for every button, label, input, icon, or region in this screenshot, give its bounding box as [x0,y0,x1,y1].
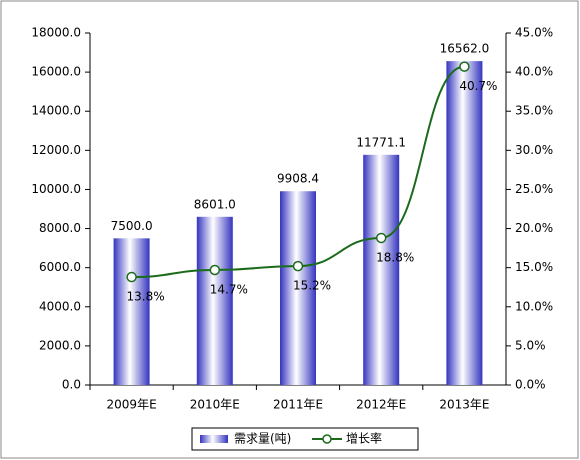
y-tick-label: 14000.0 [31,104,81,118]
line-marker [292,260,304,272]
legend-label: 需求量(吨) [234,432,291,446]
y-tick-label: 12000.0 [31,143,81,157]
line-marker [209,264,221,276]
bar-value-label: 7500.0 [111,219,153,233]
bar [196,216,233,385]
x-tick-label: 2011年E [273,398,323,412]
x-tick-label: 2013年E [439,398,489,412]
y-tick-label: 18000.0 [31,26,81,40]
legend-label: 增长率 [346,431,382,446]
bar-value-label: 16562.0 [440,42,490,56]
y2-tick-label: 40.0% [515,65,553,79]
y2-tick-label: 15.0% [515,260,553,274]
y2-tick-label: 20.0% [515,221,553,235]
y2-tick-label: 0.0% [515,378,546,392]
y-tick-label: 8000.0 [39,221,81,235]
line-value-label: 15.2% [293,279,331,293]
x-tick-label: 2010年E [190,398,240,412]
y-tick-label: 2000.0 [39,338,81,352]
bar-value-label: 11771.1 [356,135,406,149]
line-value-label: 13.8% [127,290,165,304]
y2-tick-label: 25.0% [515,182,553,196]
y2-tick-label: 5.0% [515,338,546,352]
y-tick-label: 0.0 [62,378,81,392]
legend-swatch [200,435,228,443]
x-tick-label: 2012年E [356,398,406,412]
bar [280,191,316,385]
bar-value-label: 8601.0 [194,197,236,211]
bar [446,61,483,386]
y-tick-label: 6000.0 [39,260,81,274]
line-value-label: 14.7% [210,283,248,297]
x-tick-label: 2009年E [107,398,157,412]
line-value-label: 18.8% [376,250,414,264]
legend-box [191,427,419,451]
line-value-label: 40.7% [459,79,497,93]
line-marker [459,61,470,72]
y2-tick-label: 45.0% [515,26,553,40]
y2-tick-label: 35.0% [515,104,553,118]
y-tick-label: 4000.0 [39,299,81,313]
line-marker [126,271,137,283]
legend-marker [322,434,332,444]
bar [363,154,400,385]
bar [113,238,150,385]
line-marker [375,232,387,244]
line [131,65,465,279]
y-tick-label: 10000.0 [31,182,81,196]
y-tick-label: 16000.0 [31,65,81,79]
bar-value-label: 9908.4 [277,172,319,186]
y2-tick-label: 30.0% [515,143,553,157]
y2-tick-label: 10.0% [515,299,553,313]
